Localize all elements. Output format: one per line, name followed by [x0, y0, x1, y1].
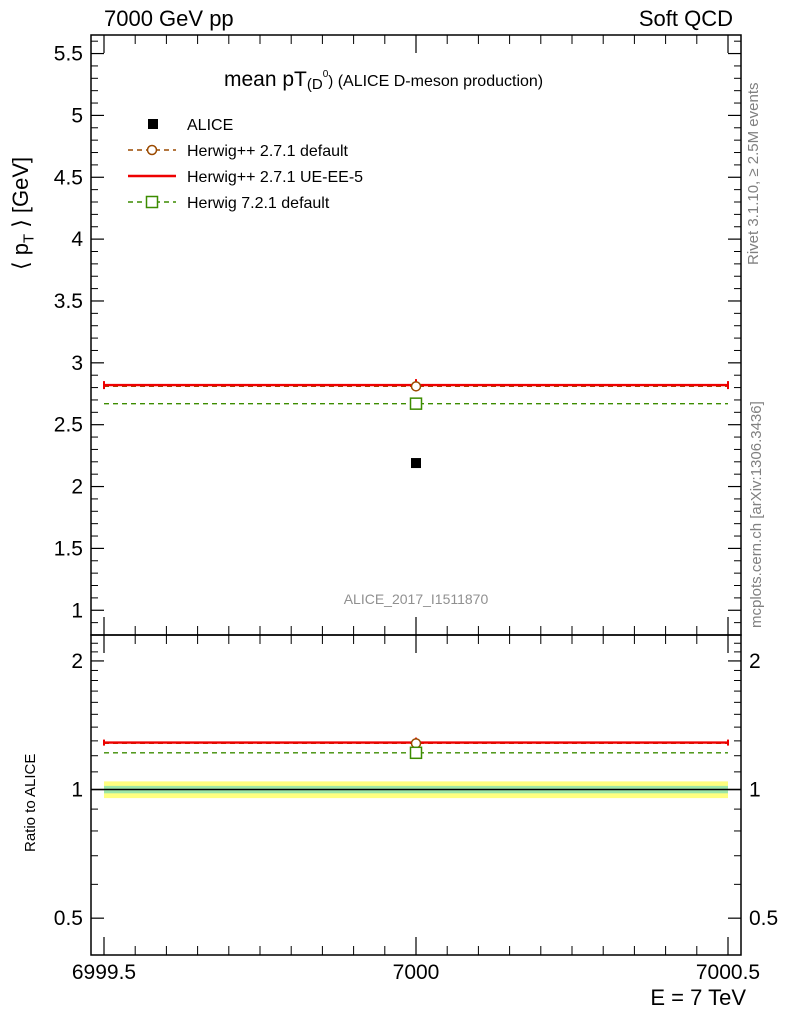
x-tick-label: 7000 [393, 961, 440, 984]
chart-title: mean pT(D0) (ALICE D-meson production) [224, 68, 543, 93]
x-tick-label: 6999.5 [72, 961, 136, 984]
x-axis-label: E = 7 TeV [650, 985, 746, 1010]
main-y-tick-label: 5.5 [54, 43, 83, 66]
x-tick-label: 7000.5 [696, 961, 760, 984]
series-marker-circle [410, 381, 422, 392]
main-y-tick-label: 4.5 [54, 166, 83, 189]
main-y-tick-label: 2.5 [54, 414, 83, 437]
legend-label: ALICE [187, 117, 233, 134]
main-y-tick-label: 4 [71, 228, 83, 251]
ratio-marker-square [409, 746, 423, 760]
chart-title-part-sup: 0 [323, 69, 329, 80]
chart-title-part-rest: (ALICE D-meson production) [333, 73, 543, 90]
legend-label: Herwig 7.2.1 default [187, 195, 330, 212]
main-y-tick-label: 1 [71, 599, 83, 622]
data-point-marker [411, 458, 421, 469]
legend-label: Herwig++ 2.7.1 default [187, 143, 349, 160]
header-category-label: Soft QCD [638, 6, 733, 31]
main-y-tick-label: 3 [71, 352, 83, 375]
series-marker-square [409, 397, 423, 410]
ratio-marker-circle [410, 738, 422, 749]
main-y-tick-label: 3.5 [54, 290, 83, 313]
legend-marker-circle [146, 144, 158, 156]
ratio-y-tick-label-left: 1 [71, 779, 83, 802]
main-y-tick-label: 2 [71, 476, 83, 499]
ratio-y-tick-label-right: 0.5 [749, 907, 778, 930]
chart-title-part-close: ) [328, 73, 333, 90]
ratio-y-tick-label-left: 0.5 [54, 907, 83, 930]
analysis-id-label: ALICE_2017_I1511870 [344, 591, 489, 607]
header-process-label: 7000 GeV pp [104, 6, 234, 31]
legend-marker-square [145, 195, 159, 209]
ratio-y-tick-label-right: 1 [749, 779, 761, 802]
ratio-y-tick-label-right: 2 [749, 650, 761, 673]
main-y-tick-label: 5 [71, 104, 83, 127]
legend-label: Herwig++ 2.7.1 UE-EE-5 [187, 169, 363, 186]
chart-title-part-sub: (D [307, 76, 323, 93]
ratio-y-tick-label-left: 2 [71, 650, 83, 673]
chart-title-part-main: mean pT [224, 68, 307, 91]
main-y-tick-label: 1.5 [54, 537, 83, 560]
legend-marker-data [148, 119, 158, 129]
